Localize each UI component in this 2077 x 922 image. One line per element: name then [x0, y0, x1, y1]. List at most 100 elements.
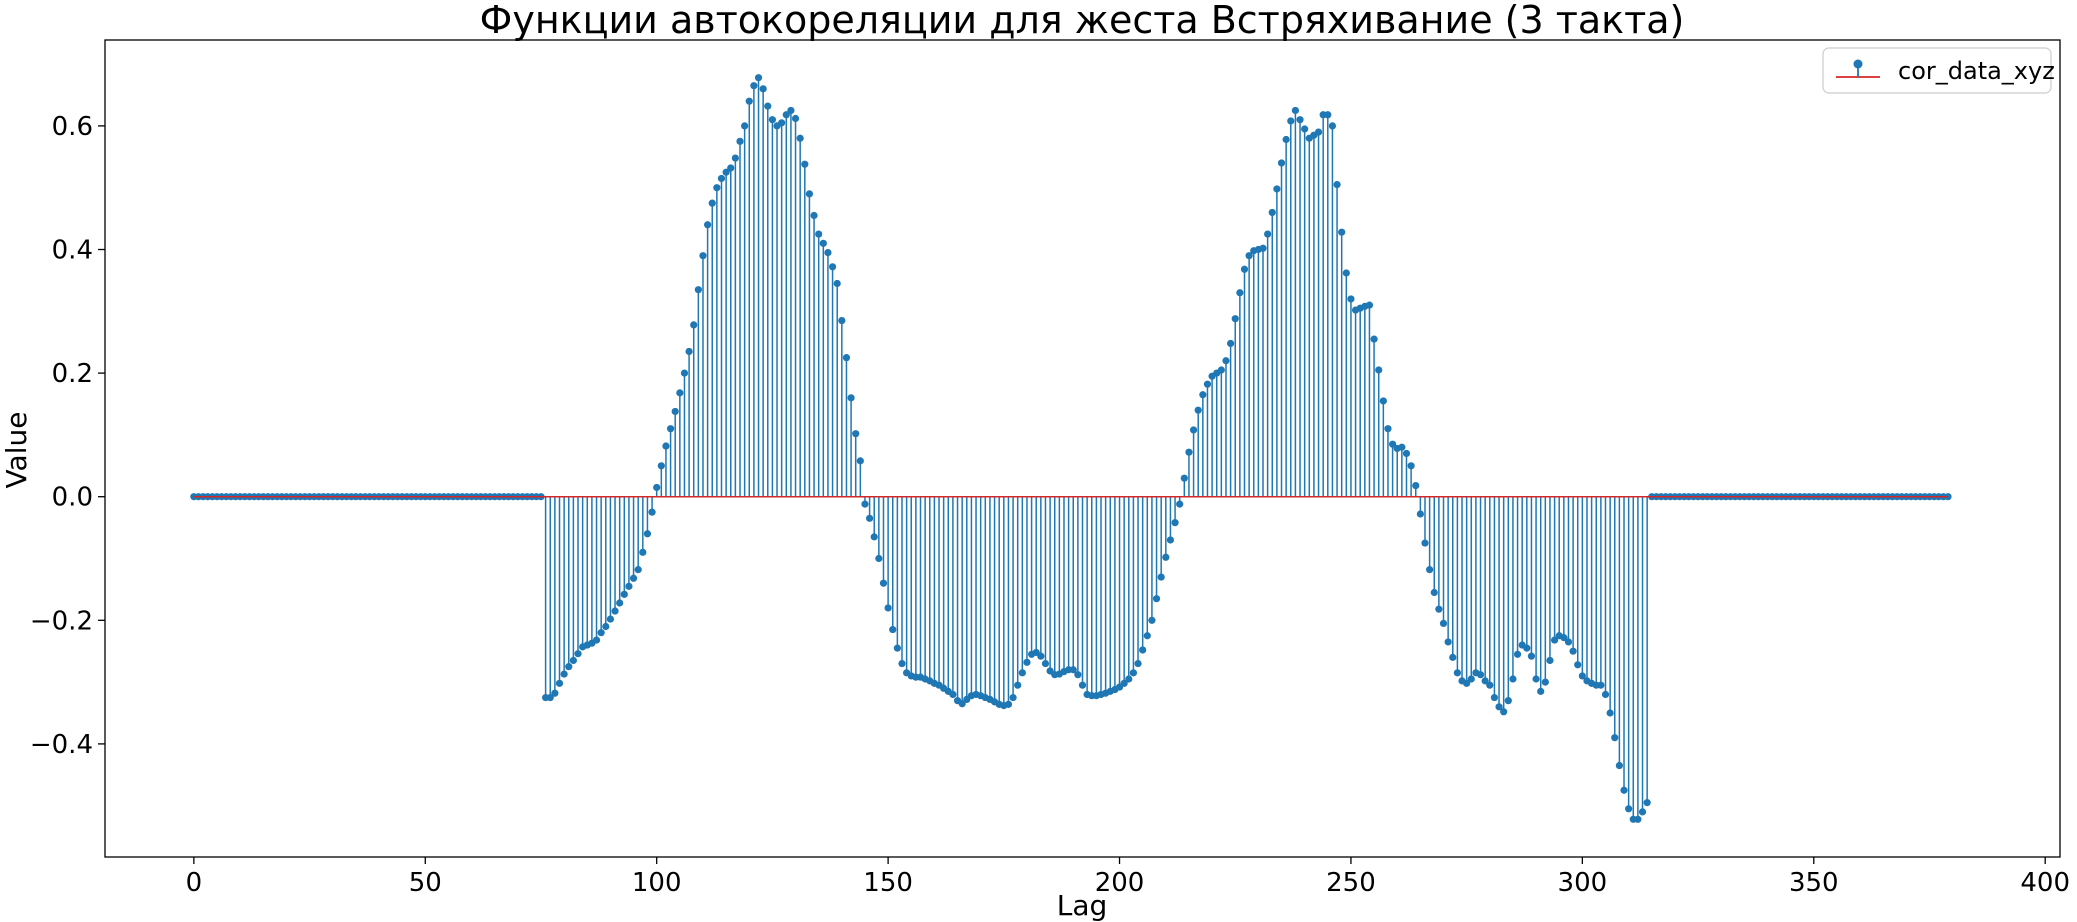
stem-marker	[1139, 646, 1147, 654]
stem-marker	[680, 369, 689, 377]
stem-marker	[1338, 228, 1346, 236]
stem-marker	[828, 263, 837, 271]
stem-marker	[1342, 269, 1350, 277]
stem-marker	[662, 442, 670, 450]
stem-marker	[634, 566, 642, 574]
stem-marker	[708, 199, 716, 207]
stem-marker	[1189, 426, 1198, 434]
y-tick-label: −0.2	[30, 606, 93, 636]
stem-marker	[731, 154, 739, 162]
stem-marker	[879, 579, 888, 587]
stem-marker	[1574, 661, 1582, 669]
stem-marker	[1301, 125, 1309, 133]
series-stems	[544, 77, 1648, 820]
x-tick-label: 300	[1558, 868, 1608, 898]
stem-marker	[1643, 799, 1651, 807]
stem-marker	[625, 582, 633, 590]
stem-marker	[1041, 659, 1050, 668]
stem-marker	[1620, 786, 1628, 794]
stem-marker	[1152, 595, 1161, 603]
stem-marker	[1240, 265, 1249, 273]
stem-marker	[643, 530, 652, 538]
stem-marker	[1264, 230, 1272, 238]
stem-marker	[611, 607, 619, 615]
stem-marker	[1388, 440, 1397, 448]
stem-marker	[1527, 652, 1536, 660]
stem-marker	[1162, 553, 1170, 561]
stem-marker	[791, 114, 800, 123]
stem-marker	[1513, 650, 1522, 658]
stem-marker	[1018, 669, 1026, 677]
stem-marker	[1134, 659, 1142, 668]
stem-marker	[639, 548, 647, 556]
stem-marker	[889, 625, 897, 634]
stem-marker	[1069, 666, 1077, 674]
stem-marker	[597, 629, 605, 637]
legend: cor_data_xyz	[1822, 47, 2055, 94]
chart-title: Функции автокореляции для жеста Встряхив…	[480, 0, 1685, 42]
stem-marker	[810, 211, 818, 220]
stem-marker	[768, 116, 777, 124]
stem-marker	[616, 599, 624, 607]
stem-marker	[1222, 357, 1230, 365]
stem-marker	[1203, 380, 1212, 388]
stem-marker	[1259, 244, 1267, 252]
stem-marker	[1004, 700, 1013, 708]
stem-marker	[949, 690, 957, 699]
stem-marker	[569, 656, 577, 665]
stem-marker	[1078, 681, 1087, 689]
stem-marker	[1287, 117, 1295, 125]
stem-marker	[1143, 632, 1151, 640]
stem-marker	[1231, 315, 1239, 323]
stem-marker	[694, 286, 702, 294]
stem-marker	[898, 659, 906, 668]
stem-marker	[1550, 636, 1559, 644]
stem-marker	[759, 85, 767, 93]
stem-marker	[1023, 658, 1031, 666]
stem-marker	[1365, 301, 1374, 309]
x-tick-label: 0	[186, 868, 203, 898]
stem-marker	[1037, 652, 1045, 660]
stem-marker	[1199, 391, 1207, 399]
stem-marker	[1611, 734, 1619, 742]
plot-area	[190, 74, 1952, 823]
y-axis-label: Value	[0, 412, 33, 489]
y-tick-label: 0.6	[52, 112, 93, 142]
stem-marker	[796, 134, 804, 142]
stem-marker	[884, 604, 892, 612]
stem-marker	[1439, 619, 1448, 627]
stem-marker	[1537, 687, 1545, 695]
stem-marker	[787, 106, 795, 115]
stem-marker	[648, 508, 656, 516]
stem-marker	[1157, 573, 1165, 581]
legend-entry-label: cor_data_xyz	[1898, 57, 2055, 85]
stem-marker	[592, 636, 601, 644]
stem-marker	[1504, 697, 1512, 705]
stem-marker	[1560, 634, 1568, 642]
stem-marker	[1125, 675, 1133, 683]
stem-marker	[1416, 510, 1424, 518]
stem-marker	[620, 590, 628, 598]
stem-marker	[1509, 675, 1517, 683]
stem-marker	[1486, 681, 1494, 689]
stem-marker	[750, 82, 758, 90]
axis-ticks: 0 50 100 150 200 250 300 350 400 −0.4 −0.2 0.0 0.2 0.…	[30, 112, 2070, 898]
stem-marker	[764, 102, 772, 110]
stem-marker	[805, 190, 814, 198]
stem-marker	[1291, 106, 1300, 115]
stem-marker	[861, 500, 869, 508]
stem-marker	[1541, 678, 1549, 686]
stem-marker	[699, 252, 707, 260]
y-tick-label: −0.4	[30, 730, 93, 760]
y-tick-label: 0.0	[52, 483, 93, 513]
x-tick-label: 350	[1789, 868, 1839, 898]
stem-marker	[1490, 693, 1499, 702]
stem-marker	[824, 248, 832, 257]
plot-frame	[104, 39, 2061, 858]
stem-marker	[1166, 536, 1175, 544]
stem-marker	[1402, 449, 1411, 458]
stem-marker	[1314, 128, 1323, 136]
stem-marker	[1379, 397, 1387, 405]
stem-marker	[754, 74, 763, 82]
stem-marker	[1564, 638, 1573, 646]
